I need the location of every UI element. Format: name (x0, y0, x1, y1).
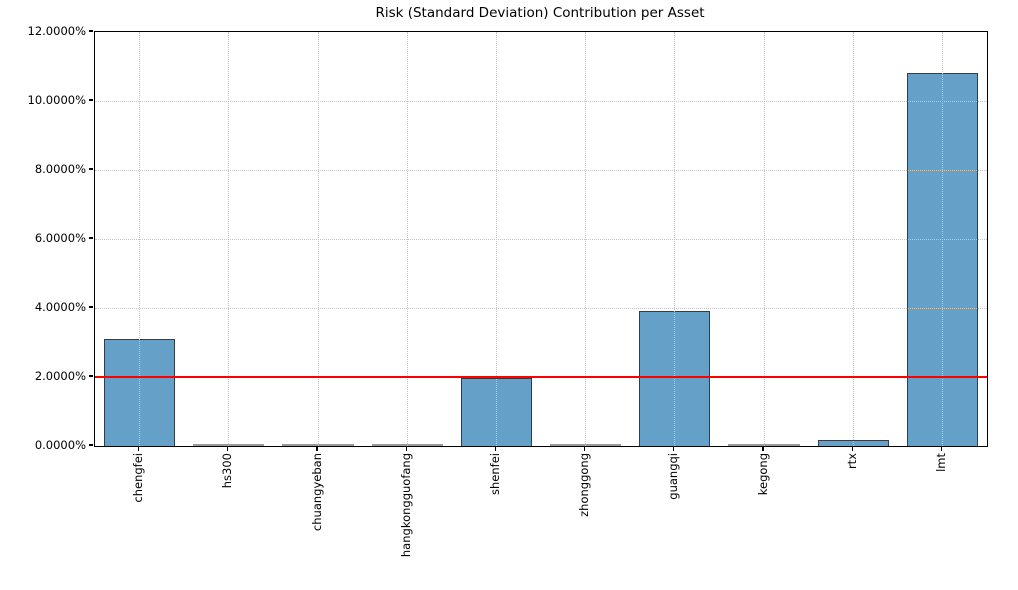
ytick-label-8: 8.0000% (34, 162, 86, 176)
ytick-label-4: 4.0000% (34, 300, 86, 314)
xtick-label-kegong: kegong (755, 453, 770, 496)
xtick-mark-zhonggong (584, 446, 586, 451)
xtick-mark-shenfei (494, 446, 496, 451)
ytick-mark-12 (89, 30, 93, 32)
ytick-mark-2 (89, 375, 93, 377)
gridline-y-4 (95, 307, 987, 309)
xtick-label-hangkongguofang: hangkongguofang (398, 453, 413, 558)
gridline-x-shenfei (495, 32, 497, 446)
ytick-label-10: 10.0000% (27, 93, 86, 107)
plot-area (94, 31, 988, 447)
xtick-label-chengfei: chengfei (131, 453, 146, 503)
ytick-label-12: 12.0000% (27, 24, 86, 38)
xtick-mark-rtx (851, 446, 853, 451)
xtick-mark-hs300 (227, 446, 229, 451)
ytick-label-6: 6.0000% (34, 231, 86, 245)
ytick-mark-10 (89, 99, 93, 101)
ytick-mark-6 (89, 237, 93, 239)
gridline-y-10 (95, 100, 987, 102)
ytick-label-2: 2.0000% (34, 369, 86, 383)
xtick-mark-hangkongguofang (405, 446, 407, 451)
gridline-x-kegong (763, 32, 765, 446)
gridline-x-chuangyeban (317, 32, 319, 446)
gridline-x-hs300 (228, 32, 230, 446)
xtick-label-hs300: hs300 (220, 453, 235, 489)
xtick-label-zhonggong: zhonggong (577, 453, 592, 517)
xtick-mark-lmt (940, 446, 942, 451)
ytick-mark-4 (89, 306, 93, 308)
xtick-label-rtx: rtx (844, 453, 859, 470)
xtick-label-chuangyeban: chuangyeban (309, 453, 324, 532)
xtick-label-shenfei: shenfei (487, 453, 502, 495)
xtick-mark-guangqi (673, 446, 675, 451)
xtick-mark-kegong (762, 446, 764, 451)
gridline-x-hangkongguofang (406, 32, 408, 446)
gridline-x-chengfei (139, 32, 141, 446)
ytick-label-0: 0.0000% (34, 438, 86, 452)
gridline-x-zhonggong (585, 32, 587, 446)
gridline-x-guangqi (674, 32, 676, 446)
risk-threshold-line (95, 376, 987, 378)
ytick-mark-8 (89, 168, 93, 170)
gridline-y-6 (95, 238, 987, 240)
xtick-mark-chengfei (138, 446, 140, 451)
ytick-mark-0 (89, 444, 93, 446)
gridline-x-lmt (941, 32, 943, 446)
gridline-x-rtx (852, 32, 854, 446)
chart-title: Risk (Standard Deviation) Contribution p… (375, 5, 705, 21)
xtick-label-guangqi: guangqi (666, 453, 681, 500)
xtick-mark-chuangyeban (316, 446, 318, 451)
xtick-label-lmt: lmt (933, 453, 948, 472)
gridline-y-8 (95, 169, 987, 171)
